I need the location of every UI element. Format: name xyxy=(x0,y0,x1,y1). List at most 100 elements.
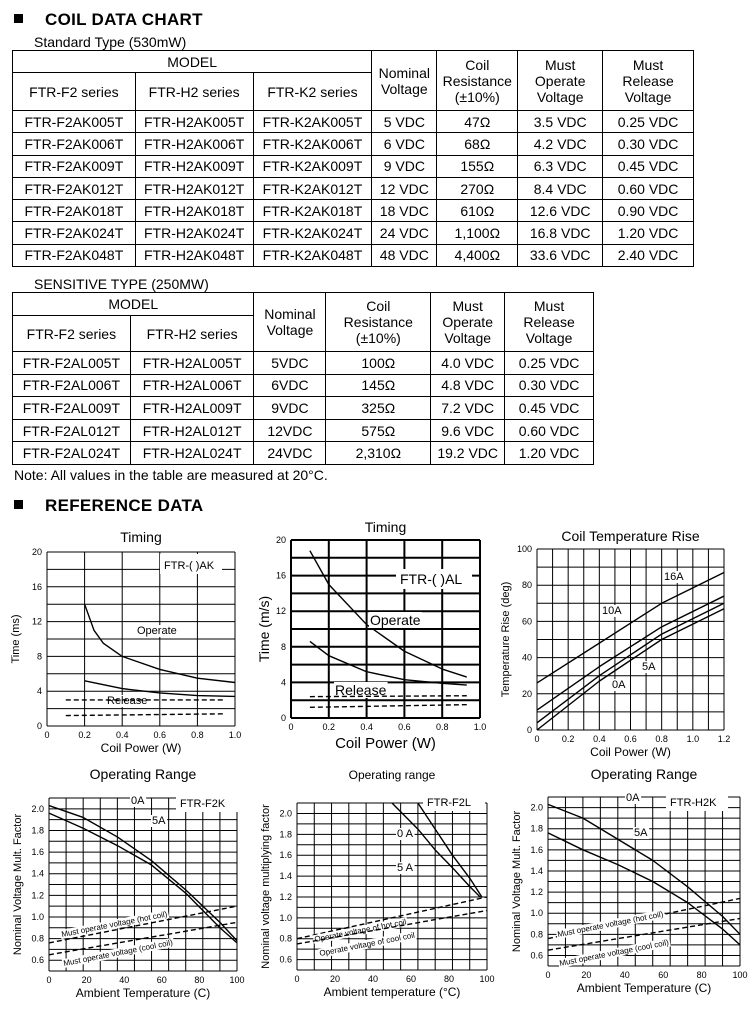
table-cell: FTR-K2AK018T xyxy=(252,199,373,223)
header-line: Voltage xyxy=(444,330,492,346)
header-row: FTR-F2 series FTR-H2 series xyxy=(12,315,594,352)
y-tick-label: 1.8 xyxy=(530,824,543,834)
resistance-header: Coil Resistance (±10%) xyxy=(325,292,432,352)
x-tick-label: 0 xyxy=(46,975,51,985)
series-label-bg xyxy=(136,625,178,637)
header-line: Must xyxy=(545,56,576,73)
table-cell: 2,310Ω xyxy=(325,441,432,465)
y-tick-label: 0.8 xyxy=(31,934,44,944)
y-tick-label: 8 xyxy=(37,651,42,661)
header-line: Nominal xyxy=(378,64,430,81)
series-label-bg xyxy=(555,909,666,940)
y-tick-label: 1.4 xyxy=(31,869,44,879)
y-tick-label: 20 xyxy=(32,547,42,557)
inset-label: FTR-F2L xyxy=(427,797,471,809)
table-cell: 0.30 VDC xyxy=(504,373,594,398)
chart-5: Operating range Ambient temperature (°C) N… xyxy=(260,768,495,999)
table-cell: 0.60 VDC xyxy=(602,176,694,201)
series-label-bg xyxy=(151,815,168,827)
header-line: Voltage xyxy=(266,322,314,338)
x-tick-label: 1.0 xyxy=(687,734,700,744)
series-header: FTR-F2 series xyxy=(12,315,131,352)
operate-header: Must Operate Voltage xyxy=(430,292,506,352)
table-cell: 4,400Ω xyxy=(436,243,519,268)
table-cell: 12 VDC xyxy=(371,176,438,201)
x-tick-label: 1.2 xyxy=(718,734,731,744)
series-label-bg xyxy=(557,937,671,969)
header-line: Must xyxy=(632,56,664,73)
series-label: 0A xyxy=(626,792,640,804)
x-tick-label: 0 xyxy=(288,722,293,732)
x-tick-label: 0.2 xyxy=(78,730,91,740)
table-cell: 33.6 VDC xyxy=(517,243,604,268)
series-label: Operate xyxy=(370,612,421,628)
inset-label: FTR-( )AL xyxy=(400,571,462,587)
y-tick-label: 0.6 xyxy=(31,955,44,965)
table-cell: 48 VDC xyxy=(371,243,438,268)
table-cell: 7.2 VDC xyxy=(430,396,506,420)
series-label: Must operate voltage (cool coil) xyxy=(63,938,174,968)
y-tick-label: 2.0 xyxy=(279,808,292,818)
sensitive-coil-table: MODEL Nominal Voltage Coil Resistance (±10%) M… xyxy=(11,292,594,465)
table-row: FTR-F2AK018T FTR-H2AK018T FTR-K2AK018T 18 V… xyxy=(12,199,694,223)
header-line: Operate xyxy=(534,72,586,89)
table-cell: 24 VDC xyxy=(371,221,438,245)
table-cell: 2.40 VDC xyxy=(602,243,694,268)
bullet-square xyxy=(14,14,23,23)
series-line xyxy=(309,703,467,709)
x-tick-label: 0 xyxy=(44,730,49,740)
chart-3: Coil Temperature Rise Coil Power (W) Tempe… xyxy=(500,528,730,759)
header-line: Operate xyxy=(442,314,493,330)
y-tick-label: 0.6 xyxy=(279,955,292,965)
series-header: FTR-H2 series xyxy=(134,72,254,111)
series-line xyxy=(536,571,725,684)
chart-2: Timing Coil Power (W) Time (m/s) 0 0.2 0.4 0.6… xyxy=(256,519,486,752)
series-label-bg xyxy=(396,862,415,874)
series-label: 16A xyxy=(664,571,684,583)
series-line xyxy=(48,812,238,944)
header-line: (±10%) xyxy=(454,88,500,105)
table-cell: FTR-H2AK048T xyxy=(134,243,254,268)
header-line: (±10%) xyxy=(355,330,401,346)
x-tick-label: 60 xyxy=(658,970,668,980)
header-line: Release xyxy=(622,72,674,89)
y-tick-label: 0.6 xyxy=(530,950,543,960)
bullet-square xyxy=(14,500,23,509)
x-tick-label: 80 xyxy=(194,975,204,985)
x-tick-label: 0.6 xyxy=(398,722,411,732)
x-tick-label: 20 xyxy=(330,974,340,984)
series-label: Release xyxy=(335,682,387,698)
header-line: Resistance xyxy=(442,72,512,89)
series-line xyxy=(417,802,483,898)
chart-1: Timing Coil Power (W) Time (ms) 0 0.2 0.4 0.6 0… xyxy=(10,529,241,755)
series-line xyxy=(48,804,238,942)
x-tick-label: 40 xyxy=(119,975,129,985)
inset-label-bg xyxy=(396,569,472,589)
y-axis-label: Nominal Voltage Mult. Factor xyxy=(511,811,523,953)
note: Note: All values in the table are measur… xyxy=(14,467,328,483)
table-cell: 0.25 VDC xyxy=(504,351,594,375)
y-tick-label: 0.8 xyxy=(530,929,543,939)
header-line: Voltage xyxy=(380,80,428,97)
x-axis-label: Ambient Temperature (C) xyxy=(577,981,712,995)
x-tick-label: 60 xyxy=(157,975,167,985)
reference-data-heading: REFERENCE DATA xyxy=(14,496,203,516)
header-line: Coil xyxy=(465,56,490,73)
chart-title: Operating Range xyxy=(90,766,197,782)
chart-4: Operating Range Ambient Temperature (C) No… xyxy=(12,766,245,1000)
x-tick-label: 40 xyxy=(368,974,378,984)
y-tick-label: 0 xyxy=(281,713,286,723)
series-line xyxy=(391,802,481,898)
series-line xyxy=(536,602,725,724)
table-cell: FTR-F2AL005T xyxy=(12,351,131,375)
y-tick-label: 16 xyxy=(32,582,42,592)
y-tick-label: 0 xyxy=(37,721,42,731)
series-label: 0A xyxy=(131,795,145,807)
series-label: 5A xyxy=(634,827,648,839)
series-label-bg xyxy=(601,605,624,617)
series-label-bg xyxy=(663,571,686,583)
series-header: FTR-H2 series xyxy=(129,315,255,352)
x-tick-label: 0.2 xyxy=(562,734,575,744)
table-cell: 4.2 VDC xyxy=(517,132,604,156)
